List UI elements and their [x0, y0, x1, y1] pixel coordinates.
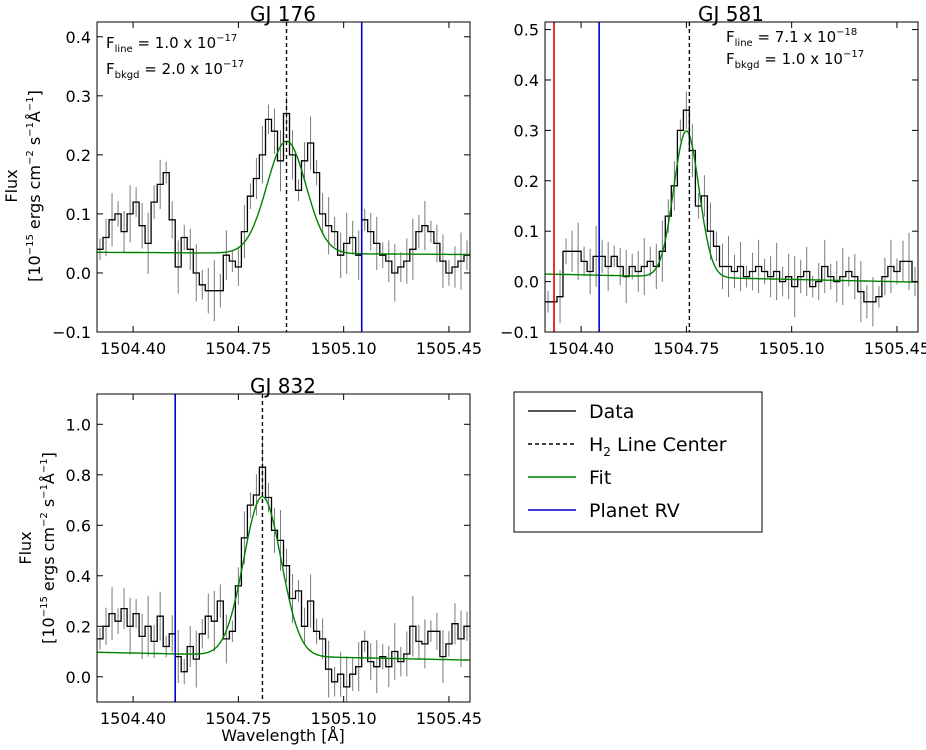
svg-text:Flux: Flux [16, 531, 35, 564]
y-tick-label: 0.2 [66, 146, 91, 165]
fit-curve [97, 495, 470, 661]
axis-ticks: 1504.40 1504.75 1505.10 1505.45 0.0 0.2 0.4 0.6… [66, 394, 482, 728]
legend-label-fit: Fit [589, 467, 611, 489]
y-tick-label: 1.0 [66, 415, 91, 434]
panel-gj581: GJ 581 1504.40 1504.75 1505.10 1505.45−0.10… [500, 2, 926, 358]
x-tick-label: 1504.75 [653, 339, 719, 358]
y-tick-label: 0.8 [66, 466, 91, 485]
plot-area [544, 21, 919, 333]
data-step-line [97, 466, 470, 688]
x-tick-label: 1505.45 [416, 339, 482, 358]
y-tick-label: 0.0 [66, 668, 91, 687]
x-tick-label: 1504.40 [548, 339, 614, 358]
y-tick-label: 0.4 [66, 567, 91, 586]
data-step-line [97, 112, 470, 292]
y-tick-label: 0.1 [514, 222, 539, 241]
y-tick-label: 0.6 [66, 516, 91, 535]
x-tick-label: 1505.45 [864, 339, 926, 358]
plot-area [96, 393, 471, 703]
x-tick-label: 1504.40 [100, 709, 166, 728]
flux-line-annotation: Fline = 1.0 x 10−17 [106, 33, 237, 55]
y-tick-label: 0.4 [514, 71, 539, 90]
y-axis-label: Flux [10−15 ergs cm−2 s−1Å−1] [16, 452, 58, 644]
panel-gj176: GJ 176 1504.40 1504.75 1505.10 1505.45−0.10… [2, 2, 482, 358]
y-tick-label: 0.2 [514, 172, 539, 191]
data-step-line [545, 109, 918, 303]
x-tick-label: 1504.75 [205, 339, 271, 358]
y-axis-label: Flux [10−15 ergs cm−2 s−1Å−1] [2, 90, 44, 282]
plot-frame [96, 21, 471, 333]
plot-content [545, 22, 918, 332]
x-tick-label: 1505.10 [311, 709, 377, 728]
y-tick-label: −0.1 [500, 323, 539, 342]
legend-label-data: Data [589, 401, 634, 423]
plot-area [96, 21, 471, 333]
y-tick-label: 0.3 [514, 121, 539, 140]
x-axis-label: Wavelength [Å] [221, 726, 344, 745]
y-tick-label: 0.2 [66, 617, 91, 636]
panel-gj832: GJ 832 1504.40 1504.75 1505.10 1505.450.00.… [16, 374, 482, 745]
y-tick-label: 0.3 [66, 87, 91, 106]
legend-frame [513, 391, 763, 533]
y-tick-label: 0.0 [66, 264, 91, 283]
x-tick-label: 1505.10 [311, 339, 377, 358]
y-tick-label: 0.5 [514, 21, 539, 40]
svg-text:Flux: Flux [2, 169, 21, 202]
plot-frame [96, 393, 471, 703]
legend-label-planet-rv: Planet RV [589, 500, 680, 522]
x-tick-label: 1504.40 [100, 339, 166, 358]
flux-bkgd-annotation: Fbkgd = 2.0 x 10−17 [106, 59, 244, 81]
svg-text:[10−15 ergs cm−2 s−1Å−1]: [10−15 ergs cm−2 s−1Å−1] [25, 90, 44, 282]
x-tick-label: 1505.45 [416, 709, 482, 728]
legend: Data H2 Line Center Fit Planet RV [513, 391, 763, 533]
plot-content [97, 22, 470, 332]
plot-frame [544, 21, 919, 333]
y-tick-label: 0.1 [66, 205, 91, 224]
flux-bkgd-annotation: Fbkgd = 1.0 x 10−17 [726, 49, 864, 71]
x-tick-label: 1505.10 [759, 339, 825, 358]
axis-ticks: 1504.40 1504.75 1505.10 1505.45 −0.1 0.0 0.1 0.… [500, 21, 926, 358]
axis-ticks: 1504.40 1504.75 1505.10 1505.45 −0.1 0.0 0.1 0.… [52, 22, 482, 358]
svg-text:[10−15 ergs cm−2 s−1Å−1]: [10−15 ergs cm−2 s−1Å−1] [39, 452, 58, 644]
fit-curve [97, 140, 470, 256]
y-tick-label: 0.0 [514, 273, 539, 292]
legend-label-line-center: H2 Line Center [589, 434, 727, 459]
fit-curve [545, 130, 918, 283]
flux-line-annotation: Fline = 7.1 x 10−18 [726, 27, 857, 49]
y-tick-label: 0.4 [66, 28, 91, 47]
x-tick-label: 1504.75 [205, 709, 271, 728]
plot-content [97, 394, 470, 702]
y-tick-label: −0.1 [52, 323, 91, 342]
